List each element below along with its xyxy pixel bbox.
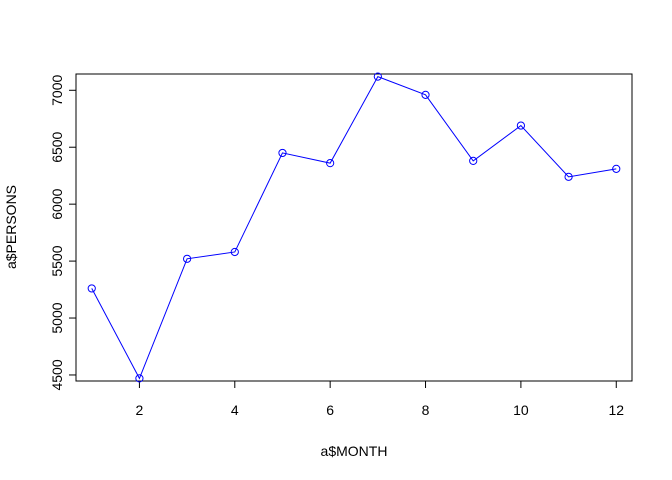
x-tick-label: 8	[422, 402, 430, 418]
data-point	[230, 247, 239, 257]
x-tick-label: 6	[326, 402, 334, 418]
data-point	[183, 254, 192, 263]
data-point	[326, 159, 335, 168]
x-tick-label: 2	[136, 402, 144, 418]
data-point	[135, 374, 144, 383]
y-axis: 4500 5000 5500 6000 6500 7000	[49, 75, 77, 391]
data-point	[564, 172, 573, 181]
data-point	[278, 148, 287, 158]
x-tick-label: 12	[608, 402, 624, 418]
data-point	[612, 164, 621, 173]
y-tick-label: 6000	[49, 188, 65, 219]
data-point	[516, 121, 525, 130]
data-point	[87, 284, 96, 293]
x-tick-label: 10	[513, 402, 529, 418]
data-point	[421, 90, 430, 99]
data-point	[373, 72, 382, 81]
y-tick-label: 5500	[49, 245, 65, 276]
y-tick-label: 6500	[49, 131, 65, 162]
y-tick-label: 7000	[49, 75, 65, 106]
data-point	[469, 156, 478, 165]
x-axis: 2 4 6 8 10 12	[136, 380, 624, 418]
x-axis-title: a$MONTH	[321, 443, 388, 459]
y-tick-label: 5000	[49, 302, 65, 333]
x-tick-label: 4	[231, 402, 239, 418]
data-points	[87, 72, 621, 383]
y-tick-label: 4500	[49, 359, 65, 390]
series-line	[91, 75, 617, 380]
y-axis-title: a$PERSONS	[3, 185, 19, 269]
